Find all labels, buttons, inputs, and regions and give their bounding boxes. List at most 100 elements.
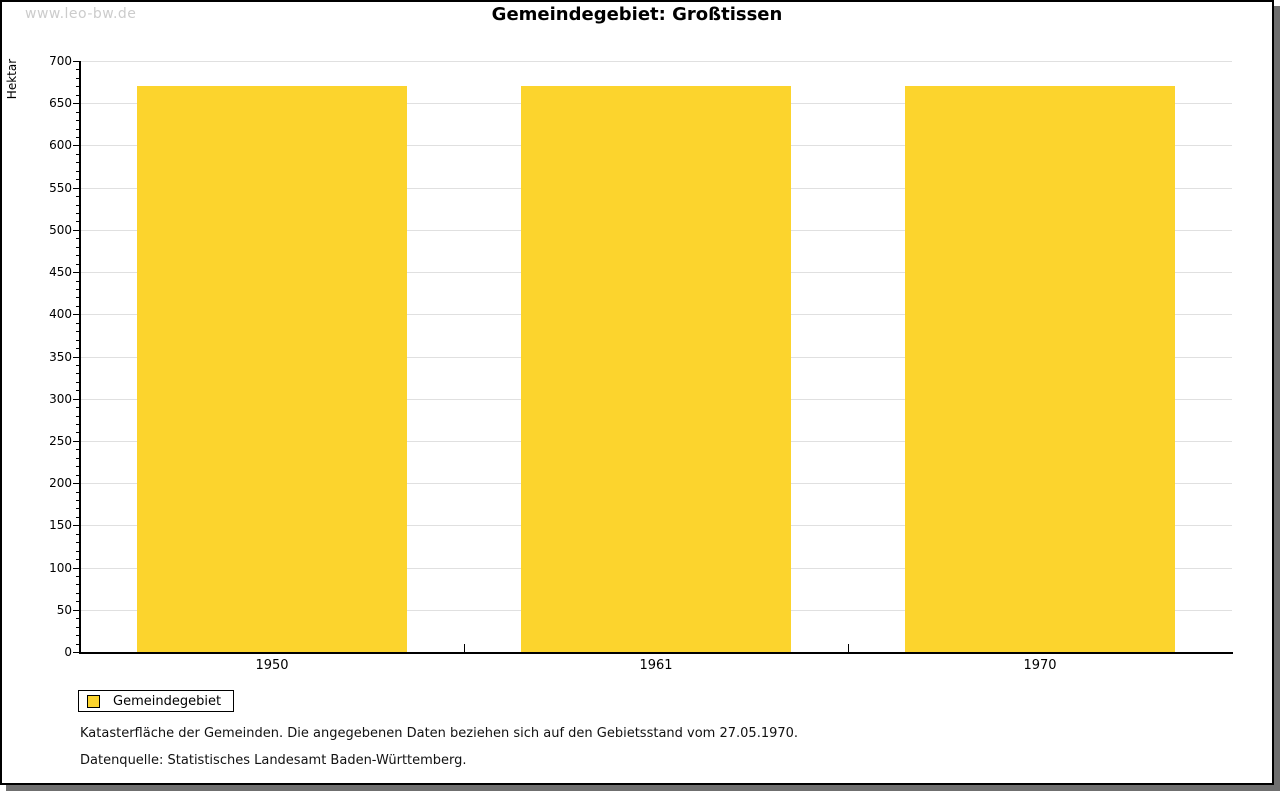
y-minor-tick-190 — [76, 492, 80, 493]
legend-swatch-gemeindegebiet — [87, 694, 100, 708]
x-axis-line — [79, 652, 1233, 654]
y-minor-tick-330 — [76, 373, 80, 374]
y-tick-label-300: 300 — [49, 392, 72, 406]
legend: Gemeindegebiet — [78, 690, 235, 712]
y-tick-label-0: 0 — [64, 645, 72, 659]
y-minor-tick-340 — [76, 365, 80, 366]
y-minor-tick-70 — [76, 593, 80, 594]
y-major-tick-300 — [73, 399, 80, 400]
y-tick-label-250: 250 — [49, 434, 72, 448]
y-minor-tick-10 — [76, 644, 80, 645]
bar-1970 — [905, 86, 1175, 652]
x-boundary-tick-1 — [464, 644, 465, 652]
bar-1961 — [521, 86, 791, 652]
y-major-tick-50 — [73, 610, 80, 611]
y-minor-tick-490 — [76, 238, 80, 239]
y-minor-tick-470 — [76, 255, 80, 256]
y-minor-tick-120 — [76, 551, 80, 552]
y-minor-tick-280 — [76, 416, 80, 417]
bar-1950 — [137, 86, 407, 652]
y-minor-tick-380 — [76, 331, 80, 332]
y-major-tick-550 — [73, 188, 80, 189]
gridline-700 — [80, 61, 1232, 62]
y-minor-tick-240 — [76, 449, 80, 450]
y-minor-tick-680 — [76, 78, 80, 79]
y-minor-tick-480 — [76, 247, 80, 248]
y-minor-tick-410 — [76, 306, 80, 307]
y-tick-label-450: 450 — [49, 265, 72, 279]
y-minor-tick-630 — [76, 120, 80, 121]
y-major-tick-100 — [73, 568, 80, 569]
y-tick-label-200: 200 — [49, 476, 72, 490]
y-minor-tick-360 — [76, 348, 80, 349]
y-minor-tick-510 — [76, 221, 80, 222]
y-major-tick-650 — [73, 103, 80, 104]
y-minor-tick-570 — [76, 171, 80, 172]
y-major-tick-400 — [73, 314, 80, 315]
y-minor-tick-110 — [76, 559, 80, 560]
watermark: www.leo-bw.de — [25, 6, 137, 22]
y-minor-tick-640 — [76, 112, 80, 113]
y-tick-label-600: 600 — [49, 138, 72, 152]
y-minor-tick-60 — [76, 601, 80, 602]
y-tick-label-150: 150 — [49, 518, 72, 532]
y-tick-label-400: 400 — [49, 307, 72, 321]
y-minor-tick-320 — [76, 382, 80, 383]
y-minor-tick-620 — [76, 129, 80, 130]
y-minor-tick-440 — [76, 281, 80, 282]
y-minor-tick-610 — [76, 137, 80, 138]
chart-title: Gemeindegebiet: Großtissen — [491, 4, 783, 25]
y-minor-tick-670 — [76, 86, 80, 87]
y-minor-tick-660 — [76, 95, 80, 96]
y-minor-tick-40 — [76, 618, 80, 619]
y-tick-label-350: 350 — [49, 350, 72, 364]
y-minor-tick-430 — [76, 289, 80, 290]
y-major-tick-600 — [73, 145, 80, 146]
y-minor-tick-30 — [76, 627, 80, 628]
x-tick-label-1970: 1970 — [1023, 658, 1057, 673]
y-minor-tick-520 — [76, 213, 80, 214]
y-major-tick-0 — [73, 652, 80, 653]
y-minor-tick-590 — [76, 154, 80, 155]
y-minor-tick-80 — [76, 584, 80, 585]
y-tick-label-100: 100 — [49, 561, 72, 575]
y-major-tick-200 — [73, 483, 80, 484]
legend-label: Gemeindegebiet — [113, 693, 222, 709]
y-axis-line — [79, 61, 81, 654]
x-tick-label-1950: 1950 — [255, 658, 289, 673]
y-major-tick-500 — [73, 230, 80, 231]
y-major-tick-250 — [73, 441, 80, 442]
y-minor-tick-270 — [76, 424, 80, 425]
y-minor-tick-580 — [76, 162, 80, 163]
x-boundary-tick-2 — [848, 644, 849, 652]
y-minor-tick-220 — [76, 466, 80, 467]
y-minor-tick-130 — [76, 542, 80, 543]
y-tick-label-700: 700 — [49, 54, 72, 68]
footnote-description: Katasterfläche der Gemeinden. Die angege… — [80, 726, 799, 741]
y-minor-tick-20 — [76, 635, 80, 636]
y-minor-tick-210 — [76, 475, 80, 476]
y-tick-label-500: 500 — [49, 223, 72, 237]
frame-shadow-bottom — [6, 785, 1280, 791]
y-minor-tick-140 — [76, 534, 80, 535]
y-minor-tick-170 — [76, 508, 80, 509]
y-minor-tick-180 — [76, 500, 80, 501]
y-major-tick-450 — [73, 272, 80, 273]
y-minor-tick-690 — [76, 69, 80, 70]
y-minor-tick-540 — [76, 196, 80, 197]
y-minor-tick-460 — [76, 264, 80, 265]
y-minor-tick-260 — [76, 432, 80, 433]
y-minor-tick-290 — [76, 407, 80, 408]
y-minor-tick-420 — [76, 297, 80, 298]
y-minor-tick-560 — [76, 179, 80, 180]
y-major-tick-350 — [73, 357, 80, 358]
y-tick-label-650: 650 — [49, 96, 72, 110]
y-tick-label-550: 550 — [49, 181, 72, 195]
y-major-tick-700 — [73, 61, 80, 62]
footnote-source: Datenquelle: Statistisches Landesamt Bad… — [80, 753, 467, 768]
y-tick-label-50: 50 — [56, 603, 72, 617]
y-minor-tick-90 — [76, 576, 80, 577]
y-major-tick-150 — [73, 525, 80, 526]
